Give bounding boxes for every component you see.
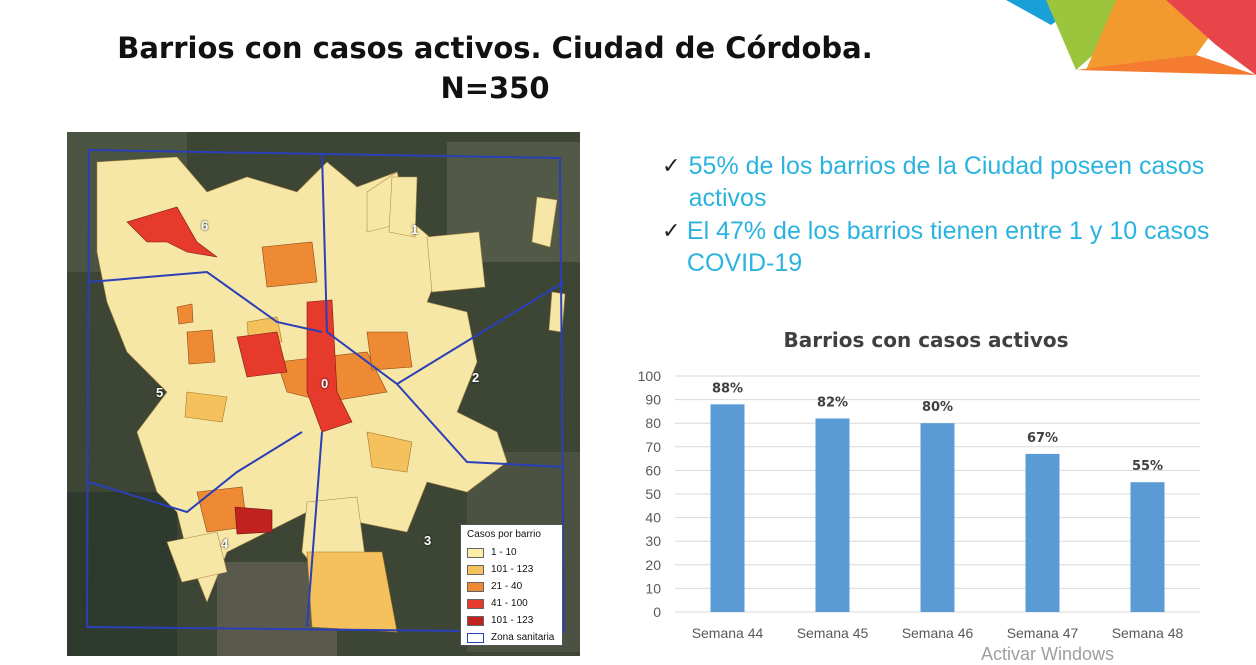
legend-swatch xyxy=(467,547,484,558)
y-tick-label: 10 xyxy=(645,580,661,596)
finding-text: El 47% de los barrios tienen entre 1 y 1… xyxy=(686,217,1210,277)
map-graphic xyxy=(67,132,580,656)
y-tick-label: 40 xyxy=(645,510,661,526)
data-label: 82% xyxy=(817,395,848,410)
legend-label: 101 - 123 xyxy=(491,564,534,575)
y-tick-label: 60 xyxy=(645,462,661,478)
bar xyxy=(920,423,955,612)
y-tick-label: 80 xyxy=(645,415,661,431)
zone-number-0: 0 xyxy=(321,376,329,391)
legend-label: Zona sanitaria xyxy=(491,632,555,643)
legend-label: 1 - 10 xyxy=(491,547,517,558)
checkmark-icon: ✓ xyxy=(662,153,681,178)
bar xyxy=(815,418,850,612)
windows-activation-watermark: Activar Windows xyxy=(981,644,1115,664)
legend-swatch xyxy=(467,615,484,626)
zone-number-5: 5 xyxy=(156,385,164,400)
legend-item: 101 - 123 xyxy=(467,612,556,629)
legend-item: 41 - 100 xyxy=(467,595,556,612)
legend-item: 21 - 40 xyxy=(467,578,556,595)
decorative-corner-shapes xyxy=(1006,0,1256,75)
legend-label: 101 - 123 xyxy=(491,615,534,626)
legend-swatch-zone xyxy=(467,632,484,643)
x-tick-label: Semana 45 xyxy=(797,625,869,641)
map-legend: Casos por barrio 1 - 10 101 - 123 21 - 4… xyxy=(460,524,563,646)
legend-title: Casos por barrio xyxy=(467,529,541,540)
data-label: 88% xyxy=(712,381,743,396)
key-findings-list: ✓ 55% de los barrios de la Ciudad poseen… xyxy=(662,150,1222,280)
checkmark-icon: ✓ xyxy=(662,218,681,243)
zone-number-1: 1 xyxy=(411,222,419,237)
chart-title: Barrios con casos activos xyxy=(783,328,1069,352)
data-label: 55% xyxy=(1132,459,1163,474)
legend-item: 1 - 10 xyxy=(467,544,556,561)
choropleth-map: 0 1 2 3 4 5 6 Casos por barrio 1 - 10 10… xyxy=(67,132,580,656)
y-tick-label: 30 xyxy=(645,533,661,549)
x-tick-label: Semana 47 xyxy=(1007,625,1079,641)
slide-title: Barrios con casos activos. Ciudad de Cór… xyxy=(100,28,890,108)
zone-number-6: 6 xyxy=(201,218,209,233)
y-tick-label: 100 xyxy=(638,368,662,384)
y-tick-label: 50 xyxy=(645,486,661,502)
legend-item: Zona sanitaria xyxy=(467,629,556,646)
bar xyxy=(1025,453,1060,612)
finding-text: 55% de los barrios de la Ciudad poseen c… xyxy=(688,152,1205,212)
finding-item: ✓ El 47% de los barrios tienen entre 1 y… xyxy=(662,215,1222,279)
y-tick-label: 0 xyxy=(653,604,661,620)
data-label: 80% xyxy=(922,400,953,415)
zona-sanitaria-boundaries xyxy=(85,148,566,634)
legend-label: 41 - 100 xyxy=(491,598,528,609)
bar xyxy=(710,404,745,612)
y-tick-label: 20 xyxy=(645,557,661,573)
legend-swatch xyxy=(467,564,484,575)
zone-number-3: 3 xyxy=(424,533,432,548)
map-region-red xyxy=(126,206,218,258)
zone-number-4: 4 xyxy=(221,536,229,551)
y-tick-label: 90 xyxy=(645,392,661,408)
x-tick-label: Semana 44 xyxy=(692,625,764,641)
bar-chart: 0 10 20 30 40 50 60 70 80 90 100 88% Semana 44 82% Sem… xyxy=(638,368,1200,641)
slide-title-line2: N=350 xyxy=(440,71,550,105)
legend-item: 101 - 123 xyxy=(467,561,556,578)
bar xyxy=(1130,482,1165,612)
x-tick-label: Semana 46 xyxy=(902,625,974,641)
y-tick-label: 70 xyxy=(645,439,661,455)
legend-label: 21 - 40 xyxy=(491,581,523,592)
slide-title-line1: Barrios con casos activos. Ciudad de Cór… xyxy=(117,31,873,65)
x-tick-label: Semana 48 xyxy=(1112,625,1184,641)
data-label: 67% xyxy=(1027,431,1058,446)
finding-item: ✓ 55% de los barrios de la Ciudad poseen… xyxy=(662,150,1222,214)
zone-number-2: 2 xyxy=(472,370,480,385)
legend-swatch xyxy=(467,581,484,592)
legend-swatch xyxy=(467,598,484,609)
